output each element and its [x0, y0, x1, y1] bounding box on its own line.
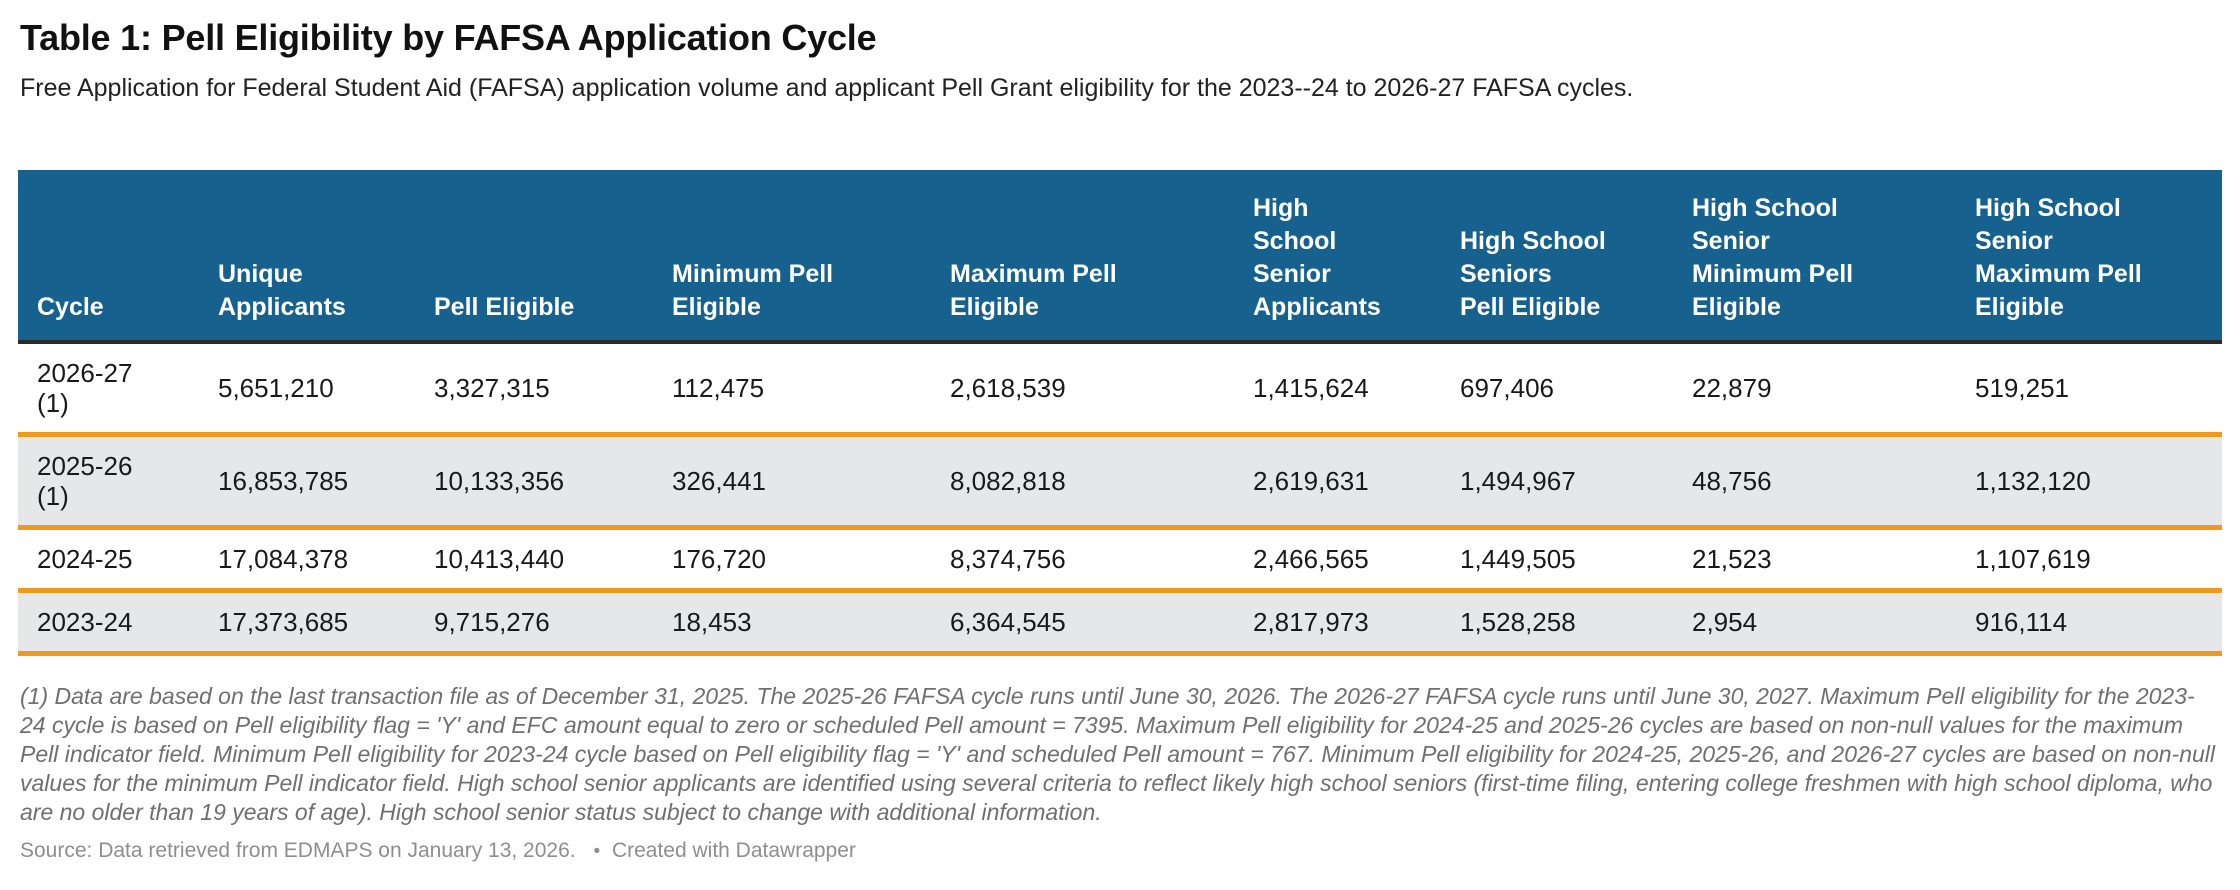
bullet-separator: • — [593, 841, 601, 863]
table-row-2025-26: 2025-26 (1) 16,853,785 10,133,356 326,44… — [18, 434, 2222, 528]
page-title: Table 1: Pell Eligibility by FAFSA Appli… — [20, 17, 877, 58]
value-cell: 22,879 — [1692, 373, 1772, 404]
column-header-hs-senior-maximum-pell: High School Senior Maximum Pell Eligible — [1975, 194, 2142, 322]
pell-eligibility-table: Cycle Unique Applicants Pell Eligible Mi… — [18, 170, 2222, 656]
value-cell: 2,954 — [1692, 607, 1758, 638]
column-header-hs-seniors-pell-eligible: High School Seniors Pell Eligible — [1460, 227, 1606, 322]
table-row-2024-25: 2024-25 17,084,378 10,413,440 176,720 8,… — [18, 528, 2222, 591]
value-cell: 9,715,276 — [434, 607, 550, 638]
column-header-maximum-pell-eligible: Maximum Pell Eligible — [950, 260, 1117, 322]
table-row-2023-24: 2023-24 17,373,685 9,715,276 18,453 6,36… — [18, 590, 2222, 654]
source-text: Source: Data retrieved from EDMAPS on Ja… — [20, 839, 576, 863]
value-cell: 1,494,967 — [1460, 466, 1576, 497]
column-header-minimum-pell-eligible: Minimum Pell Eligible — [672, 260, 834, 322]
value-cell: 48,756 — [1692, 466, 1772, 497]
column-header-pell-eligible: Pell Eligible — [434, 293, 575, 322]
value-cell: 17,084,378 — [218, 544, 349, 575]
table-header: Cycle Unique Applicants Pell Eligible Mi… — [18, 170, 2222, 343]
table-body: 2026-27 (1) 5,651,210 3,327,315 112,475 … — [18, 342, 2222, 654]
cycle-cell: 2023-24 — [37, 607, 133, 638]
subtitle: Free Application for Federal Student Aid… — [20, 74, 1634, 103]
value-cell: 3,327,315 — [434, 373, 550, 404]
value-cell: 10,133,356 — [434, 466, 565, 497]
column-header-cycle: Cycle — [37, 293, 104, 322]
value-cell: 6,364,545 — [950, 607, 1066, 638]
value-cell: 8,374,756 — [950, 544, 1066, 575]
footnote: (1) Data are based on the last transacti… — [20, 683, 2216, 826]
column-header-hs-senior-applicants: High School Senior Applicants — [1253, 194, 1381, 322]
cycle-cell: 2024-25 — [37, 544, 133, 575]
cycle-cell: 2025-26 (1) — [37, 451, 133, 512]
value-cell: 519,251 — [1975, 373, 2069, 404]
value-cell: 10,413,440 — [434, 544, 565, 575]
value-cell: 326,441 — [672, 466, 766, 497]
value-cell: 2,817,973 — [1253, 607, 1369, 638]
cycle-cell: 2026-27 (1) — [37, 358, 133, 419]
column-header-unique-applicants: Unique Applicants — [218, 260, 346, 322]
value-cell: 16,853,785 — [218, 466, 349, 497]
value-cell: 1,132,120 — [1975, 466, 2091, 497]
source-line: Source: Data retrieved from EDMAPS on Ja… — [20, 839, 2220, 863]
value-cell: 176,720 — [672, 544, 766, 575]
value-cell: 18,453 — [672, 607, 752, 638]
value-cell: 1,107,619 — [1975, 544, 2091, 575]
value-cell: 2,619,631 — [1253, 466, 1369, 497]
value-cell: 697,406 — [1460, 373, 1554, 404]
value-cell: 17,373,685 — [218, 607, 349, 638]
datawrapper-credit-link[interactable]: Created with Datawrapper — [611, 839, 856, 863]
value-cell: 21,523 — [1692, 544, 1772, 575]
value-cell: 2,618,539 — [950, 373, 1066, 404]
value-cell: 8,082,818 — [950, 466, 1066, 497]
value-cell: 112,475 — [672, 373, 765, 404]
table-row-2026-27: 2026-27 (1) 5,651,210 3,327,315 112,475 … — [18, 342, 2222, 435]
column-header-hs-senior-minimum-pell: High School Senior Minimum Pell Eligible — [1692, 194, 1854, 322]
value-cell: 2,466,565 — [1253, 544, 1369, 575]
value-cell: 1,528,258 — [1460, 607, 1576, 638]
value-cell: 1,415,624 — [1253, 373, 1369, 404]
header-row: Cycle Unique Applicants Pell Eligible Mi… — [18, 170, 2222, 343]
value-cell: 916,114 — [1975, 607, 2068, 638]
table-visualization: Table 1: Pell Eligibility by FAFSA Appli… — [0, 16, 2240, 863]
value-cell: 5,651,210 — [218, 373, 334, 404]
value-cell: 1,449,505 — [1460, 544, 1576, 575]
